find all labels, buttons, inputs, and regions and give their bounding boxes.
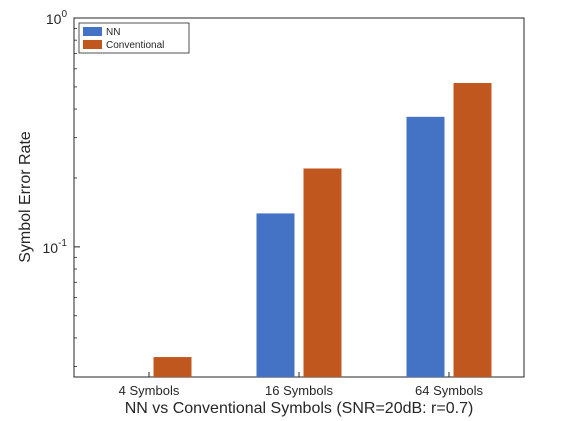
y-axis-label: Symbol Error Rate — [17, 131, 34, 263]
y-tick-label-1: 100 — [46, 9, 68, 27]
x-tick-label-2: 64 Symbols — [415, 383, 483, 398]
bar-conventional-0 — [153, 357, 192, 377]
x-tick-label-1: 16 Symbols — [265, 383, 333, 398]
bar-conventional-2 — [453, 82, 492, 377]
legend: NN Conventional — [78, 22, 190, 54]
bars-group — [153, 82, 492, 378]
legend-label-conventional: Conventional — [106, 40, 164, 51]
bar-nn-1 — [256, 213, 295, 377]
legend-label-nn: NN — [106, 27, 120, 38]
y-ticks-group: 10-1 100 — [43, 9, 80, 367]
bar-conventional-1 — [303, 168, 342, 377]
plot-area — [73, 17, 525, 378]
x-ticks-group: 4 Symbols 16 Symbols 64 Symbols — [119, 372, 483, 398]
y-tick-label-0: 10-1 — [43, 238, 68, 256]
x-axis-label: NN vs Conventional Symbols (SNR=20dB: r=… — [125, 400, 474, 417]
legend-swatch-conventional — [83, 40, 102, 49]
x-tick-label-0: 4 Symbols — [119, 383, 180, 398]
bar-nn-2 — [406, 116, 445, 378]
legend-swatch-nn — [83, 27, 102, 36]
